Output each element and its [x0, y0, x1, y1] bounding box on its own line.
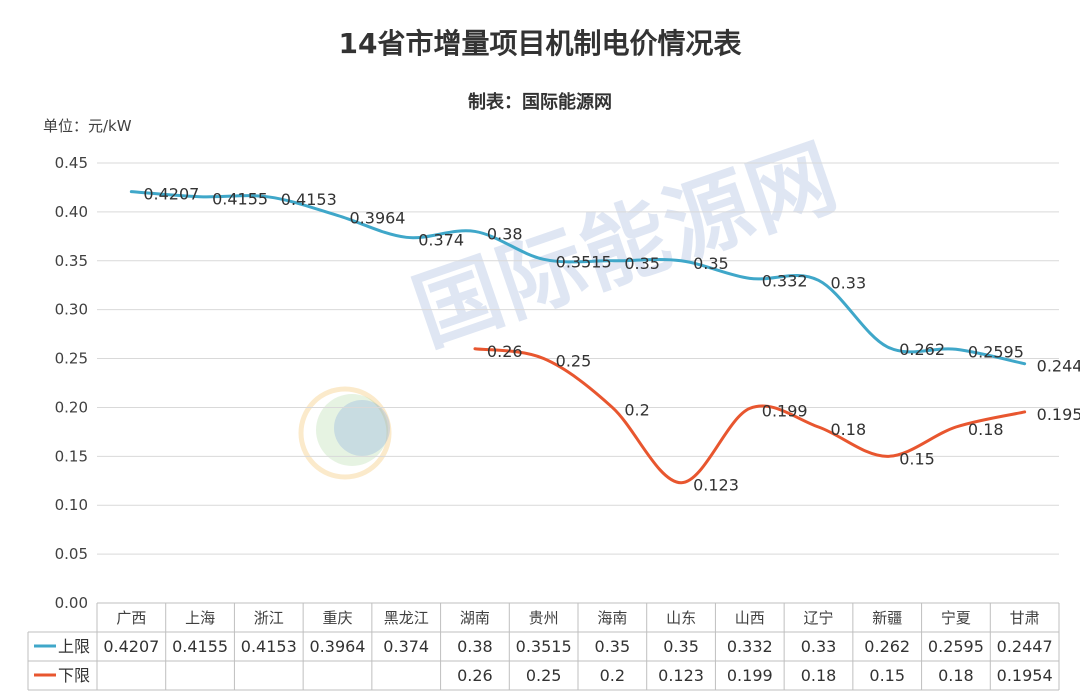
table-cell-value: 0.199 [727, 666, 773, 685]
x-category-label: 上海 [185, 609, 215, 627]
x-category-label: 贵州 [529, 609, 559, 627]
x-category-label: 山西 [735, 609, 765, 627]
table-cell-value: 0.33 [801, 637, 837, 656]
data-label: 0.374 [418, 230, 464, 249]
data-label: 0.2 [624, 400, 649, 419]
x-category-label: 浙江 [254, 609, 284, 627]
x-category-label: 宁夏 [941, 609, 971, 627]
x-category-label: 重庆 [322, 609, 352, 627]
series-line-lower [473, 347, 1027, 485]
y-tick-label: 0.00 [55, 594, 88, 612]
data-label: 0.199 [762, 401, 808, 420]
table-cell-value: 0.2447 [997, 637, 1053, 656]
chart-subtitle: 制表：国际能源网 [468, 92, 612, 113]
table-cell-value: 0.25 [526, 666, 562, 685]
chart-title: 14省市增量项目机制电价情况表 [338, 27, 742, 60]
data-label: 0.2595 [968, 342, 1024, 361]
table-cell-value: 0.4153 [241, 637, 297, 656]
data-label: 0.262 [899, 340, 945, 359]
data-label: 0.18 [831, 420, 867, 439]
table-cell-value: 0.38 [457, 637, 493, 656]
table-cell-value: 0.26 [457, 666, 493, 685]
table-cell-value: 0.1954 [997, 666, 1053, 685]
legend-label: 上限 [58, 637, 90, 656]
data-label: 0.2447 [1037, 357, 1080, 376]
y-tick-label: 0.05 [55, 545, 88, 563]
data-label: 0.332 [762, 271, 808, 290]
data-label: 0.3964 [350, 208, 406, 227]
x-category-label: 海南 [597, 609, 627, 627]
x-category-label: 辽宁 [803, 609, 833, 627]
watermark-logo-ring [298, 386, 392, 480]
y-tick-label: 0.25 [55, 350, 88, 368]
y-tick-label: 0.10 [55, 496, 88, 514]
data-label: 0.4155 [212, 190, 268, 209]
y-tick-label: 0.20 [55, 398, 88, 416]
table-cell-value: 0.262 [864, 637, 910, 656]
table-cell-value: 0.2 [600, 666, 625, 685]
unit-label: 单位：元/kW [43, 117, 132, 135]
table-cell-value: 0.332 [727, 637, 773, 656]
table-cell-value: 0.123 [658, 666, 704, 685]
table-cell-value: 0.2595 [928, 637, 984, 656]
y-tick-label: 0.40 [55, 203, 88, 221]
table-cell-value: 0.15 [869, 666, 905, 685]
table-cell-value: 0.374 [383, 637, 429, 656]
y-tick-label: 0.35 [55, 252, 88, 270]
table-cell-value: 0.35 [663, 637, 699, 656]
data-label: 0.1954 [1037, 405, 1080, 424]
table-cell-value: 0.3964 [310, 637, 366, 656]
x-category-label: 甘肃 [1010, 609, 1040, 627]
data-label: 0.33 [831, 273, 867, 292]
table-cell-value: 0.18 [801, 666, 837, 685]
data-label: 0.26 [487, 342, 523, 361]
data-label: 0.18 [968, 420, 1004, 439]
legend-label: 下限 [58, 666, 90, 685]
data-label: 0.4207 [143, 185, 199, 204]
data-label: 0.15 [899, 449, 935, 468]
data-label: 0.25 [556, 352, 592, 371]
x-category-label: 黑龙江 [384, 609, 429, 627]
x-category-label: 广西 [116, 609, 146, 627]
table-cell-value: 0.3515 [516, 637, 572, 656]
y-tick-label: 0.45 [55, 154, 88, 172]
data-label: 0.35 [624, 254, 660, 273]
data-label: 0.3515 [556, 252, 612, 271]
x-category-label: 山东 [666, 609, 696, 627]
table-cell-value: 0.4155 [172, 637, 228, 656]
data-label: 0.4153 [281, 190, 337, 209]
y-tick-label: 0.15 [55, 447, 88, 465]
data-label: 0.35 [693, 254, 729, 273]
series-line-upper [129, 190, 1027, 366]
table-cell-value: 0.18 [938, 666, 974, 685]
x-category-label: 新疆 [872, 609, 902, 627]
table-cell-value: 0.35 [595, 637, 631, 656]
table-cell-value: 0.4207 [103, 637, 159, 656]
y-tick-label: 0.30 [55, 301, 88, 319]
data-label: 0.123 [693, 476, 739, 495]
x-category-label: 湖南 [460, 609, 490, 627]
watermark-logo-disc [316, 394, 388, 466]
data-label: 0.38 [487, 224, 523, 243]
watermark-logo-core [334, 400, 390, 456]
